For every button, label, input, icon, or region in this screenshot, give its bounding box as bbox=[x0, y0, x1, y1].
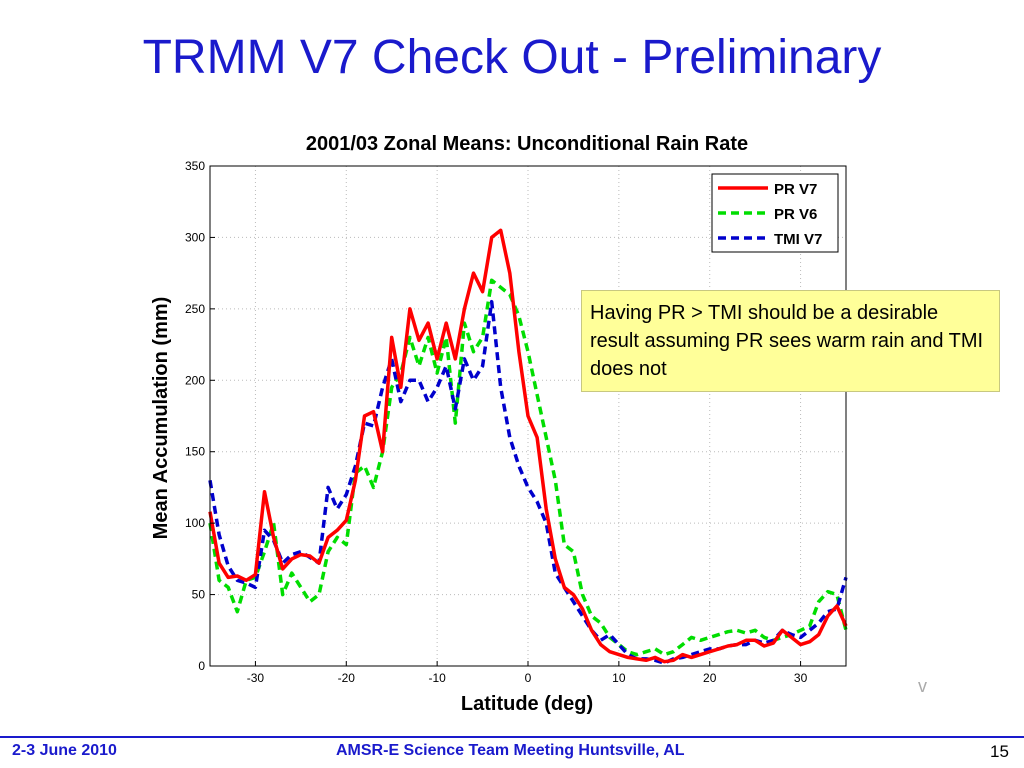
footer-meeting: AMSR-E Science Team Meeting Huntsville, … bbox=[336, 742, 685, 759]
legend-label: TMI V7 bbox=[774, 231, 822, 248]
legend-label: PR V6 bbox=[774, 206, 817, 223]
x-tick-label: 0 bbox=[525, 671, 532, 685]
footer-divider bbox=[0, 736, 1024, 738]
x-tick-label: 20 bbox=[703, 671, 717, 685]
x-tick-label: 30 bbox=[794, 671, 808, 685]
page-number: 15 bbox=[990, 742, 1009, 761]
x-tick-label: -30 bbox=[247, 671, 265, 685]
footer-date: 2-3 June 2010 bbox=[12, 742, 117, 759]
y-tick-label: 100 bbox=[185, 516, 205, 530]
y-tick-label: 350 bbox=[185, 159, 205, 173]
chart-series-layer bbox=[208, 228, 848, 665]
y-tick-label: 300 bbox=[185, 230, 205, 244]
y-axis-label: Mean Accumulation (mm) bbox=[150, 297, 172, 540]
x-axis-label: Latitude (deg) bbox=[461, 693, 593, 715]
x-tick-label: 10 bbox=[612, 671, 626, 685]
x-tick-label: -20 bbox=[338, 671, 356, 685]
chart-legend: PR V7 PR V6 TMI V7 bbox=[711, 173, 839, 253]
chart-title: 2001/03 Zonal Means: Unconditional Rain … bbox=[306, 133, 748, 155]
y-tick-label: 250 bbox=[185, 302, 205, 316]
chart-grid bbox=[210, 165, 846, 667]
stray-mark: v bbox=[918, 676, 927, 696]
series-line-pr-v7 bbox=[208, 228, 848, 664]
y-tick-label: 200 bbox=[185, 373, 205, 387]
y-tick-label: 0 bbox=[198, 659, 205, 673]
slide-title: TRMM V7 Check Out - Preliminary bbox=[142, 31, 882, 84]
legend-label: PR V7 bbox=[774, 181, 817, 198]
x-tick-label: -10 bbox=[428, 671, 446, 685]
y-tick-label: 50 bbox=[192, 588, 206, 602]
y-tick-label: 150 bbox=[185, 445, 205, 459]
series-line-pr-v6 bbox=[208, 278, 848, 657]
callout-note: Having PR > TMI should be a desirable re… bbox=[581, 290, 1000, 392]
